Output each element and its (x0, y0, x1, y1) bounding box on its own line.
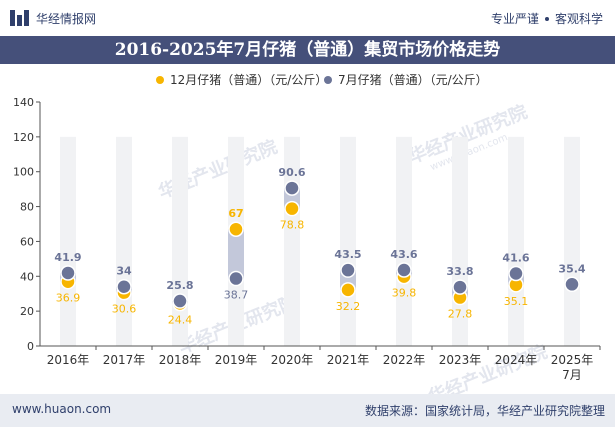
data-label-dec: 39.8 (392, 287, 417, 300)
x-tick-label-line: 2023年 (439, 353, 482, 367)
point-jul (508, 265, 524, 282)
point-jul (60, 265, 76, 281)
x-tick-label: 2019年 (215, 353, 258, 367)
footer-source: 数据来源：国家统计局，华经产业研究院整理 (364, 404, 605, 418)
legend-marker-jul (324, 76, 332, 84)
data-label-dec: 78.8 (280, 219, 305, 232)
category-band (508, 136, 524, 346)
legend-label-jul: 7月仔猪（普通）（元/公斤） (338, 73, 488, 87)
x-tick-label: 2016年 (47, 353, 90, 367)
dumbbell-connector (228, 229, 244, 279)
point-jul (396, 262, 412, 278)
top-bar: 华经情报网 专业严谨 客观科学 (0, 0, 615, 36)
data-label-jul: 43.5 (334, 248, 361, 261)
y-tick-label: 140 (13, 96, 34, 109)
data-label-jul: 34 (116, 265, 132, 278)
x-tick-label: 2025年 7月 (551, 353, 594, 382)
data-label-jul: 35.4 (558, 262, 585, 275)
footer-url: www.huaon.com (12, 402, 112, 416)
x-tick-label: 2021年 (327, 353, 370, 367)
x-tick-label-line: 2020年 (271, 353, 314, 367)
point-dec (284, 200, 300, 217)
separator-dot-icon (544, 16, 549, 21)
legend-marker-dec (156, 76, 164, 84)
x-tick-label-line: 2021年 (327, 353, 370, 367)
data-label-dec: 35.1 (504, 295, 529, 308)
data-label-jul: 38.7 (224, 289, 249, 302)
data-label-jul: 41.9 (54, 251, 81, 264)
x-tick-label: 2018年 (159, 353, 202, 367)
x-tick-label-line: 2019年 (215, 353, 258, 367)
point-jul (452, 279, 468, 295)
brand-name: 华经情报网 (36, 11, 97, 26)
y-tick-label: 20 (20, 305, 34, 318)
x-tick-label-line: 7月 (562, 368, 582, 382)
point-jul (172, 293, 188, 309)
data-label-jul: 25.8 (166, 279, 193, 292)
category-band (396, 136, 412, 346)
data-label-dec: 67 (228, 207, 243, 220)
category-band (60, 136, 76, 346)
data-label-jul: 90.6 (278, 166, 305, 179)
data-label-dec: 30.6 (112, 303, 137, 316)
y-tick-label: 0 (27, 340, 34, 353)
x-tick-label-line: 2022年 (383, 353, 426, 367)
data-label-dec: 27.8 (448, 308, 473, 321)
x-tick-label-line: 2016年 (47, 353, 90, 367)
chart-canvas: 华经产业研究院华经产业研究院华经产业研究院华经产业研究院www.huaon.co… (13, 73, 601, 394)
slogan-right: 客观科学 (554, 12, 603, 26)
point-jul (564, 276, 580, 293)
slogan-left: 专业严谨 (490, 12, 539, 26)
data-label-jul: 43.6 (390, 248, 417, 261)
data-label-dec: 36.9 (56, 292, 81, 305)
category-band (172, 136, 188, 346)
y-tick-label: 80 (20, 201, 34, 214)
y-tick-label: 40 (20, 270, 34, 283)
x-tick-label: 2023年 (439, 353, 482, 367)
y-tick-label: 120 (13, 131, 34, 144)
x-tick-label-line: 2018年 (159, 353, 202, 367)
point-jul (228, 270, 244, 287)
legend-label-dec: 12月仔猪（普通）（元/公斤） (170, 73, 327, 87)
point-jul (340, 262, 356, 278)
x-tick-label-line: 2024年 (495, 353, 538, 367)
x-tick-label: 2022年 (383, 353, 426, 367)
y-tick-label: 100 (13, 166, 34, 179)
chart-title: 2016-2025年7月仔猪（普通）集贸市场价格走势 (0, 36, 615, 64)
data-label-jul: 33.8 (446, 265, 473, 278)
category-band (340, 136, 356, 346)
x-tick-label: 2020年 (271, 353, 314, 367)
y-tick-label: 60 (20, 235, 34, 248)
x-tick-label: 2024年 (495, 353, 538, 367)
slogan: 专业严谨 客观科学 (491, 10, 603, 27)
data-label-jul: 41.6 (502, 251, 529, 264)
point-dec (228, 221, 244, 237)
footer: www.huaon.com 数据来源：国家统计局，华经产业研究院整理 (0, 394, 615, 427)
x-tick-label: 2017年 (103, 353, 146, 367)
x-tick-label-line: 2025年 (551, 353, 594, 367)
category-band (564, 136, 580, 346)
data-label-dec: 32.2 (336, 300, 361, 313)
brand: 华经情报网 (10, 9, 96, 27)
data-label-dec: 24.4 (168, 313, 193, 326)
brand-logo-icon (10, 10, 30, 26)
point-dec (340, 282, 356, 298)
point-jul (116, 278, 132, 295)
x-tick-label-line: 2017年 (103, 353, 146, 367)
point-jul (284, 180, 300, 196)
